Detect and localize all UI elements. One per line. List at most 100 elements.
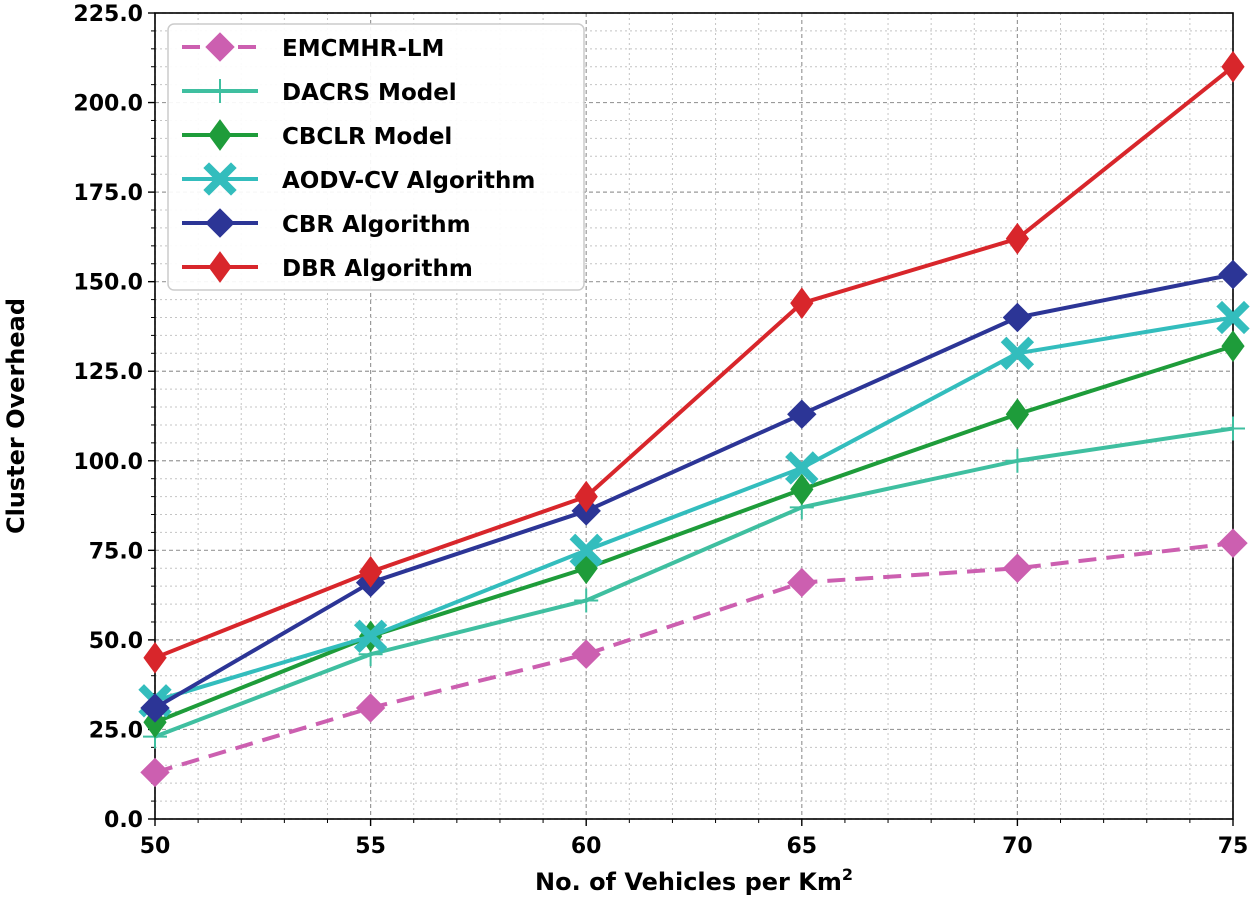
y-tick-label: 25.0 bbox=[89, 718, 143, 743]
legend-marker bbox=[203, 162, 237, 196]
legend-label: DBR Algorithm bbox=[282, 256, 473, 282]
data-point bbox=[1216, 300, 1250, 335]
legend-marker bbox=[208, 119, 232, 151]
thin-diamond-marker-shape bbox=[1221, 50, 1245, 83]
legend-label: CBR Algorithm bbox=[282, 212, 471, 238]
thin-diamond-marker-shape bbox=[790, 473, 814, 506]
y-tick-label: 125.0 bbox=[73, 360, 143, 385]
data-point bbox=[140, 757, 170, 788]
diamond-marker-shape bbox=[1218, 528, 1248, 558]
series-line bbox=[154, 315, 1234, 703]
data-point bbox=[571, 639, 601, 669]
series-aodv-cv-algorithm bbox=[138, 300, 1250, 718]
data-point bbox=[1000, 336, 1035, 370]
legend-label: AODV-CV Algorithm bbox=[282, 168, 535, 194]
y-tick-label: 200.0 bbox=[73, 92, 143, 117]
x-tick-label: 60 bbox=[571, 834, 602, 859]
thin-diamond-marker-shape bbox=[574, 480, 598, 513]
x-marker-stroke-b bbox=[203, 162, 237, 196]
legend-item: CBCLR Model bbox=[182, 119, 452, 151]
data-point bbox=[1002, 553, 1033, 583]
legend-box bbox=[167, 23, 585, 291]
diamond-marker-shape bbox=[140, 757, 170, 788]
legend-marker bbox=[208, 251, 232, 283]
x-marker-stroke-b bbox=[1216, 300, 1250, 335]
x-axis-label-text: No. of Vehicles per Km bbox=[535, 868, 842, 896]
legend-label: EMCMHR-LM bbox=[282, 36, 444, 62]
x-marker-stroke-b bbox=[1000, 336, 1035, 370]
series-line bbox=[154, 426, 1234, 739]
data-point bbox=[1005, 448, 1030, 473]
diamond-marker-shape bbox=[571, 639, 601, 669]
series-line bbox=[154, 65, 1235, 660]
data-point bbox=[574, 480, 598, 513]
diamond-marker-shape bbox=[140, 693, 170, 723]
tick-layer: 50 55 60 65 70 75 0.0 25.0 50.0 75.0 100.0 125.0 150… bbox=[73, 2, 1248, 859]
x-marker-stroke-b bbox=[569, 533, 603, 567]
x-tick-label: 65 bbox=[786, 834, 817, 859]
legend-item: EMCMHR-LM bbox=[182, 32, 444, 62]
y-tick-label: 0.0 bbox=[104, 808, 143, 833]
x-tick-label: 55 bbox=[355, 834, 386, 859]
diamond-marker-shape bbox=[1002, 553, 1033, 583]
data-point bbox=[355, 693, 386, 723]
x-marker-stroke-b bbox=[785, 451, 819, 485]
thin-diamond-marker-shape bbox=[1005, 398, 1030, 431]
legend-marker bbox=[205, 32, 235, 62]
y-tick-label: 150.0 bbox=[73, 271, 143, 296]
data-point bbox=[1221, 416, 1245, 441]
legend-item: AODV-CV Algorithm bbox=[182, 162, 535, 196]
data-point bbox=[790, 287, 814, 320]
thin-diamond-marker-shape bbox=[143, 641, 167, 674]
series-dacrs-model bbox=[143, 416, 1245, 749]
thin-diamond-marker-shape bbox=[208, 251, 232, 283]
axis-labels: No. of Vehicles per Km2 Cluster Overhead bbox=[2, 298, 853, 896]
x-marker-stroke-b bbox=[353, 619, 388, 653]
data-point bbox=[790, 473, 814, 506]
data-point bbox=[353, 619, 388, 653]
diamond-marker-shape bbox=[787, 567, 817, 598]
data-point bbox=[785, 451, 819, 485]
x-axis-label: No. of Vehicles per Km2 bbox=[535, 865, 853, 896]
x-tick-label: 75 bbox=[1218, 834, 1249, 859]
diamond-marker-shape bbox=[205, 208, 235, 238]
thin-diamond-marker-shape bbox=[1221, 330, 1245, 362]
y-tick-label: 175.0 bbox=[73, 181, 143, 206]
legend: EMCMHR-LM DACRS Model CBCLR Model AODV-CV A… bbox=[167, 23, 585, 291]
thin-diamond-marker-shape bbox=[208, 119, 232, 151]
x-tick-label: 50 bbox=[140, 834, 171, 859]
series-dbr-algorithm bbox=[143, 50, 1245, 674]
data-point bbox=[1005, 398, 1030, 431]
x-axis-label-superscript: 2 bbox=[842, 865, 853, 884]
legend-item: DBR Algorithm bbox=[182, 251, 473, 283]
data-point bbox=[1221, 330, 1245, 362]
diamond-marker-shape bbox=[355, 693, 386, 723]
data-point bbox=[1002, 302, 1033, 333]
series-layer bbox=[138, 50, 1250, 788]
legend-marker bbox=[208, 79, 232, 103]
x-tick-label: 70 bbox=[1002, 834, 1033, 859]
data-point bbox=[143, 641, 167, 674]
data-point bbox=[1221, 50, 1245, 83]
diamond-marker-shape bbox=[205, 32, 235, 62]
data-point bbox=[358, 555, 383, 588]
y-axis-label: Cluster Overhead bbox=[2, 298, 30, 534]
data-point bbox=[1218, 528, 1248, 558]
series-line bbox=[153, 272, 1234, 710]
data-point bbox=[569, 533, 603, 567]
y-tick-label: 75.0 bbox=[89, 539, 143, 564]
data-point bbox=[787, 567, 817, 598]
legend-item: DACRS Model bbox=[182, 79, 457, 106]
legend-label: DACRS Model bbox=[282, 80, 457, 106]
data-point bbox=[574, 588, 599, 613]
data-point bbox=[140, 693, 170, 723]
data-point bbox=[787, 399, 817, 429]
y-tick-label: 225.0 bbox=[73, 2, 143, 27]
legend-label: CBCLR Model bbox=[282, 124, 452, 150]
series-line bbox=[154, 344, 1234, 725]
plot-frame bbox=[154, 12, 1234, 820]
legend-marker bbox=[205, 208, 235, 238]
y-tick-label: 100.0 bbox=[73, 450, 143, 475]
diamond-marker-shape bbox=[1218, 259, 1248, 290]
